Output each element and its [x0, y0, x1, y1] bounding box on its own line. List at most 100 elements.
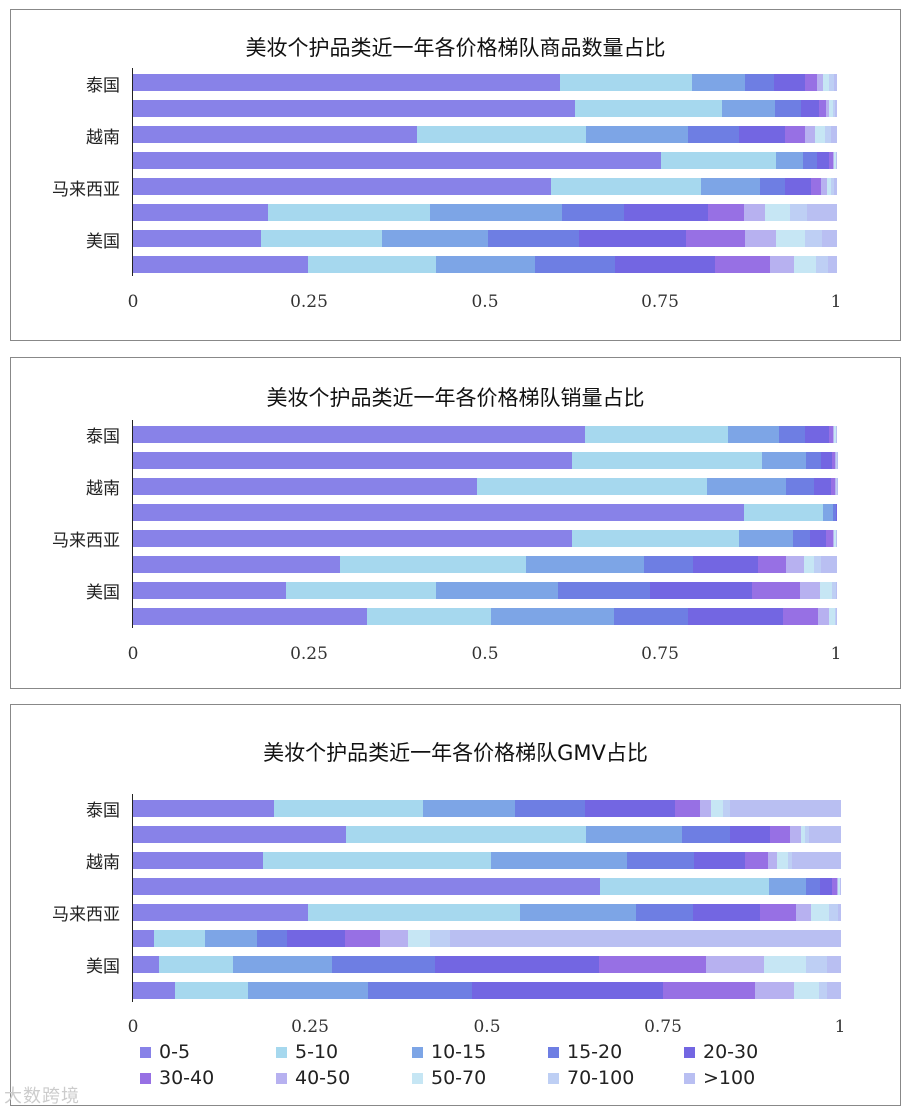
legend-label: 20-30 [703, 1041, 759, 1063]
legend-swatch-icon [684, 1046, 695, 1058]
legend-swatch-icon [276, 1072, 287, 1084]
bar-segment [133, 100, 576, 117]
bar-segment [435, 256, 535, 273]
bar-segment [133, 230, 262, 247]
legend-item: 30-40 [140, 1066, 276, 1090]
bar-segment [380, 930, 408, 947]
legend-swatch-icon [684, 1072, 695, 1084]
bar-segment [472, 982, 663, 999]
bar-segment [836, 152, 837, 169]
bar-segment [686, 230, 745, 247]
bar-segment [810, 904, 829, 921]
bar-segment [803, 556, 814, 573]
stacked-bar [133, 152, 837, 169]
bar-segment [745, 852, 769, 869]
bar-segment [744, 204, 766, 221]
legend-label: 30-40 [159, 1067, 215, 1089]
stacked-bar [133, 230, 837, 247]
bar-segment [133, 152, 661, 169]
bar-segment [133, 178, 552, 195]
bar-segment [801, 100, 820, 117]
bar-segment [613, 608, 688, 625]
chart-panel-sales-volume: 美妆个护品类近一年各价格梯队销量占比 [10, 357, 901, 689]
bar-segment [519, 904, 637, 921]
bar-segment [826, 956, 841, 973]
stacked-bar [133, 530, 837, 547]
bar-segment [792, 530, 811, 547]
chart-panel-item-count: 美妆个护品类近一年各价格梯队商品数量占比 [10, 9, 901, 341]
bar-segment [836, 878, 839, 895]
bar-segment [792, 852, 841, 869]
bar-segment [744, 74, 774, 91]
bar-segment [700, 800, 712, 817]
bar-segment [559, 74, 692, 91]
bar-segment [765, 204, 790, 221]
x-tick: 0.5 [471, 292, 499, 312]
plot-area-sales-volume [132, 420, 837, 628]
bar-segment [133, 582, 287, 599]
bar-segment [769, 878, 807, 895]
bar-segment [783, 608, 818, 625]
bar-segment [175, 982, 248, 999]
bar-segment [831, 126, 837, 143]
bar-segment [835, 152, 837, 169]
bar-segment [816, 74, 823, 91]
bar-segment [598, 956, 706, 973]
bar-segment [824, 126, 832, 143]
stacked-bar [133, 582, 837, 599]
x-tick: 0.25 [291, 1017, 329, 1037]
legend-swatch-icon [548, 1046, 559, 1058]
bar-segment [832, 100, 835, 117]
y-axis-line [132, 794, 133, 1002]
stacked-bar [133, 178, 837, 195]
bar-segment [744, 230, 776, 247]
x-tick: 0.25 [290, 644, 328, 664]
bar-segment [789, 826, 802, 843]
y-axis-line [132, 420, 133, 628]
category-label: 马来西亚 [52, 905, 120, 925]
bar-segment [821, 556, 837, 573]
bar-segment [805, 826, 809, 843]
stacked-bar [133, 608, 837, 625]
stacked-bar [133, 852, 841, 869]
bar-segment [761, 452, 806, 469]
bar-segment [558, 582, 650, 599]
watermark: 大数跨境 [4, 1086, 80, 1107]
legend-swatch-icon [412, 1072, 423, 1084]
bar-segment [366, 608, 491, 625]
bar-segment [133, 800, 274, 817]
bar-segment [624, 204, 709, 221]
bar-segment [429, 930, 451, 947]
category-label: 美国 [86, 957, 120, 977]
bar-segment [636, 904, 693, 921]
x-tick: 1 [834, 1017, 846, 1037]
bar-segment [793, 256, 816, 273]
legend-item: 70-100 [548, 1066, 684, 1090]
stacked-bar [133, 426, 837, 443]
bar-segment [307, 904, 520, 921]
bar-segment [729, 826, 771, 843]
legend-label: 10-15 [431, 1041, 487, 1063]
category-label: 马来西亚 [52, 531, 120, 551]
bar-segment [754, 982, 794, 999]
bar-segment [775, 230, 806, 247]
bar-segment [832, 582, 836, 599]
bar-segment [430, 204, 563, 221]
bar-segment [232, 956, 332, 973]
bar-segment [817, 608, 830, 625]
x-tick: 0 [127, 292, 139, 312]
bar-segment [838, 878, 840, 895]
bar-segment [832, 530, 835, 547]
bar-segment [834, 426, 836, 443]
stacked-bar [133, 204, 837, 221]
bar-segment [829, 608, 835, 625]
bar-segment [339, 556, 526, 573]
stacked-bar [133, 800, 841, 817]
bar-segment [575, 100, 723, 117]
bar-segment [247, 982, 369, 999]
bar-segment [827, 982, 841, 999]
x-tick: 0.25 [290, 292, 328, 312]
bar-segment [834, 178, 837, 195]
legend-item: 5-10 [276, 1040, 412, 1064]
bar-segment [775, 100, 802, 117]
